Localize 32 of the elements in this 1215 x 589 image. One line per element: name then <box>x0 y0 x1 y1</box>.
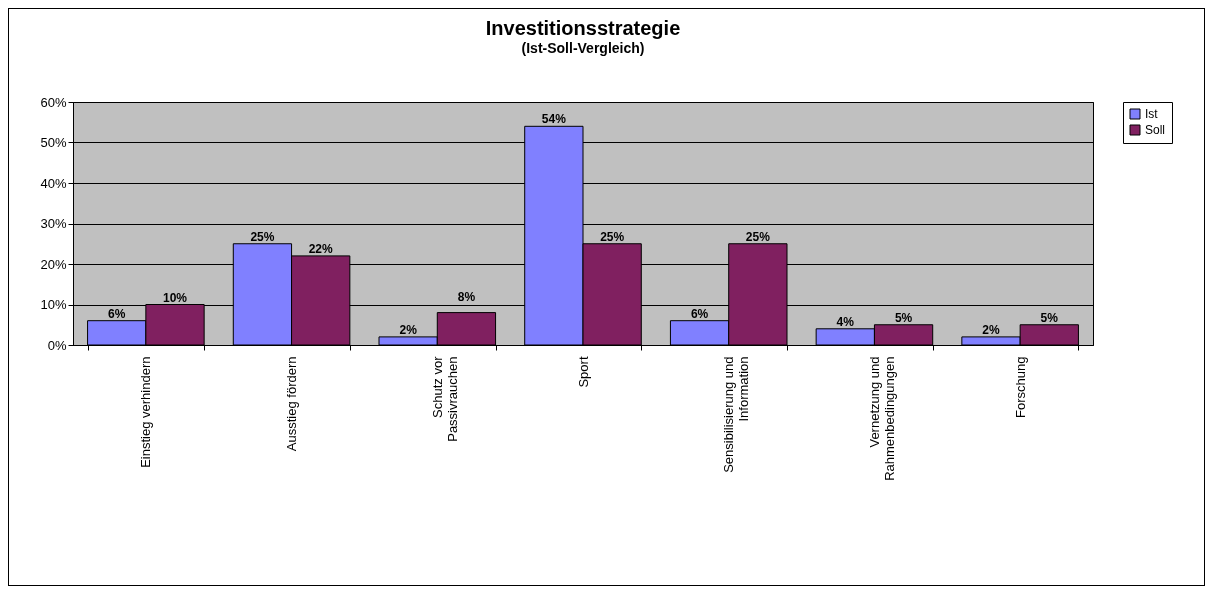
y-tick-label: 50% <box>40 135 67 150</box>
x-tick-label: Vernetzung und Rahmenbedingungen <box>866 356 897 481</box>
data-label: 2% <box>399 322 418 337</box>
data-label: 5% <box>1040 310 1059 325</box>
x-tick-label: Forschung <box>1012 356 1028 418</box>
data-label: 10% <box>162 290 188 305</box>
x-tick-label: Sensibilisierung und Information <box>721 356 752 473</box>
x-tick-label: Einstieg verhindern <box>138 356 154 468</box>
data-label: 54% <box>541 112 567 127</box>
legend-label: Ist <box>1145 107 1159 121</box>
data-label: 25% <box>745 229 771 244</box>
chart-subtitle: (Ist-Soll-Vergleich) <box>521 40 645 56</box>
data-label: 6% <box>690 306 709 321</box>
data-label: 22% <box>308 241 334 256</box>
chart-title: Investitionsstrategie <box>485 17 681 39</box>
data-label: 6% <box>108 306 126 321</box>
legend-label: Soll <box>1145 123 1166 137</box>
y-tick-label: 0% <box>47 337 67 353</box>
x-tick-label: Sport <box>575 356 591 388</box>
y-tick-label: 20% <box>40 256 67 272</box>
y-tick-label: 60% <box>40 94 67 110</box>
x-tick-label: Ausstieg fördern <box>284 356 300 452</box>
data-label: 25% <box>250 229 275 244</box>
y-tick-label: 10% <box>40 297 67 312</box>
data-label: 25% <box>600 229 625 244</box>
data-label: 2% <box>982 322 1000 337</box>
y-tick-label: 40% <box>40 175 67 191</box>
data-label: 4% <box>836 314 855 329</box>
data-label: 8% <box>457 289 476 304</box>
y-tick-label: 30% <box>40 216 67 231</box>
data-label: 5% <box>894 310 913 325</box>
x-tick-label: Schutz vor Passivrauchen <box>429 355 460 442</box>
